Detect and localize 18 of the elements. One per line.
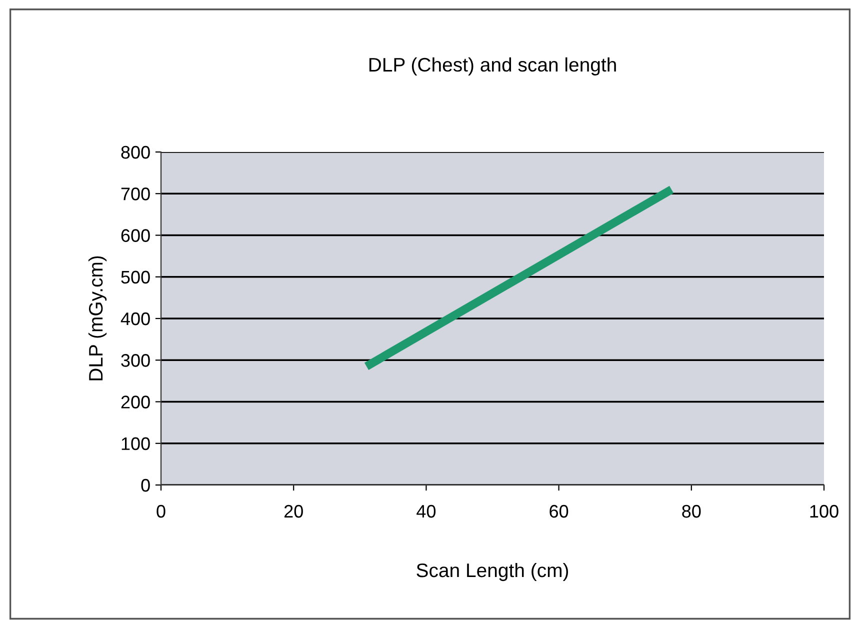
x-tick-label: 60 <box>550 504 568 518</box>
x-tick-label: 40 <box>416 504 436 518</box>
x-tick-label: 80 <box>682 504 701 518</box>
x-tick-label: 0 <box>156 504 166 518</box>
y-tick-label: 200 <box>121 396 150 408</box>
y-tick-label: 500 <box>121 270 150 284</box>
y-tick-label: 800 <box>121 146 150 159</box>
y-tick-label: 400 <box>120 312 150 326</box>
y-tick-label: 0 <box>141 478 150 492</box>
x-tick-label: 100 <box>810 504 838 518</box>
y-tick-label: 300 <box>121 354 150 367</box>
x-tick-label: 20 <box>284 504 303 518</box>
chart-title: DLP (Chest) and scan length <box>369 57 616 76</box>
y-tick-label: 600 <box>121 229 150 242</box>
y-axis-title: DLP (mGy.cm) <box>88 256 107 380</box>
y-tick-label: 100 <box>122 437 150 450</box>
y-tick-label: 700 <box>121 188 150 200</box>
x-axis-title: Scan Length (cm) <box>416 562 568 582</box>
